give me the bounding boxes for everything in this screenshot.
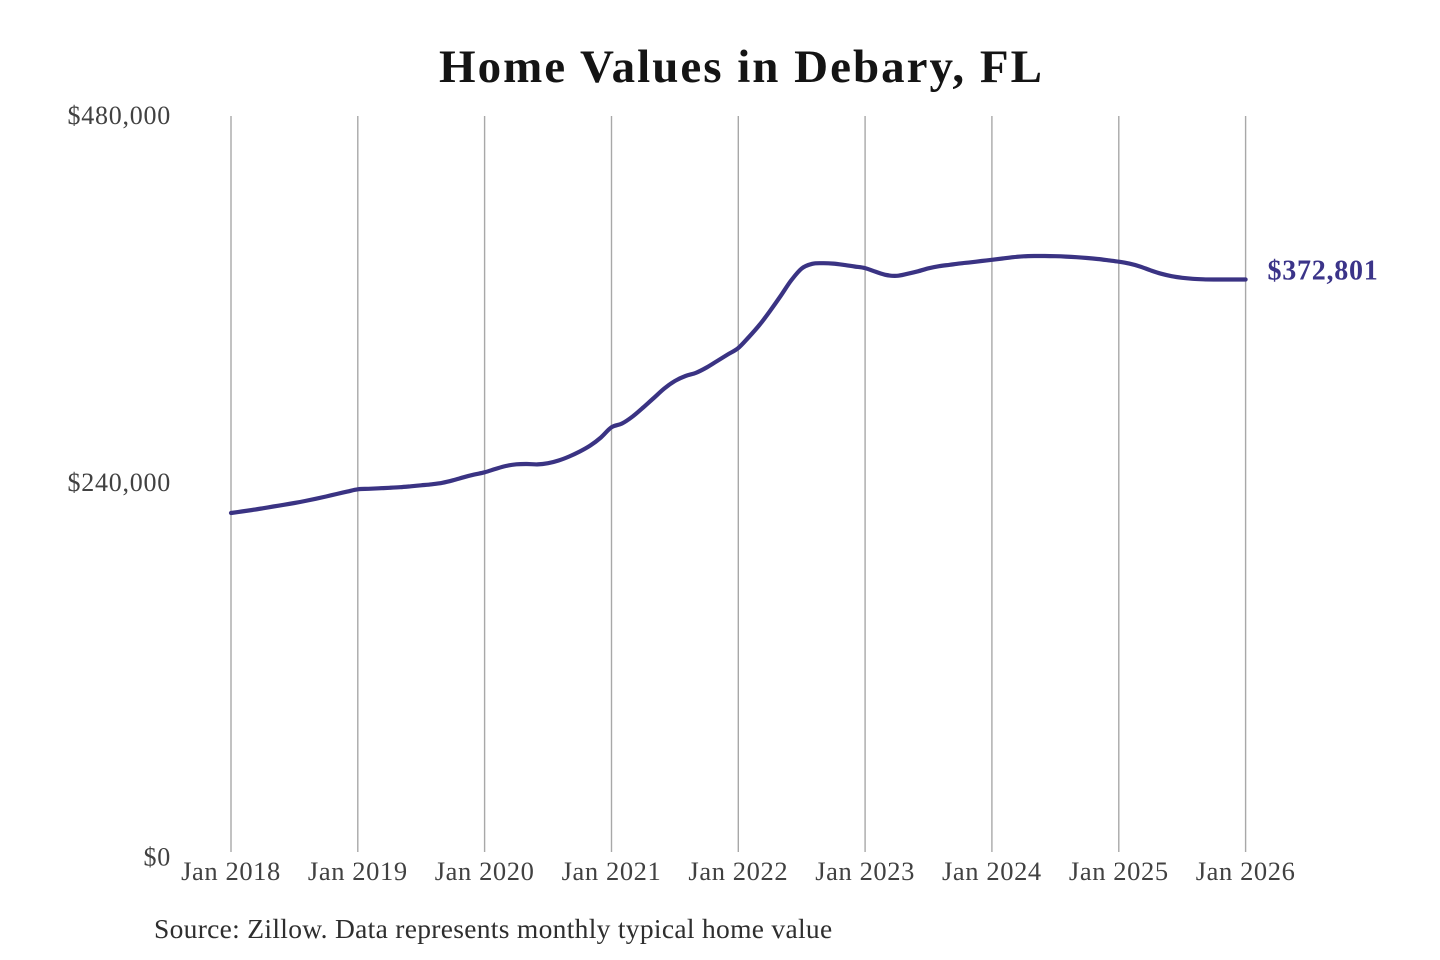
svg-text:Source: Zillow. Data represent: Source: Zillow. Data represents monthly … (154, 913, 833, 944)
svg-text:Jan 2023: Jan 2023 (815, 856, 915, 886)
svg-text:Home Values in Debary, FL: Home Values in Debary, FL (439, 41, 1044, 93)
svg-text:Jan 2026: Jan 2026 (1196, 856, 1296, 886)
svg-text:Jan 2022: Jan 2022 (688, 856, 788, 886)
svg-text:$0: $0 (144, 843, 172, 872)
svg-text:$480,000: $480,000 (68, 101, 172, 130)
svg-text:Jan 2020: Jan 2020 (435, 856, 535, 886)
svg-text:Jan 2018: Jan 2018 (181, 856, 281, 886)
svg-text:$372,801: $372,801 (1268, 256, 1379, 287)
svg-text:Jan 2025: Jan 2025 (1069, 856, 1169, 886)
svg-text:$240,000: $240,000 (68, 468, 172, 497)
svg-text:Jan 2024: Jan 2024 (942, 856, 1042, 886)
svg-text:Jan 2021: Jan 2021 (562, 856, 662, 886)
svg-text:Jan 2019: Jan 2019 (308, 856, 408, 886)
